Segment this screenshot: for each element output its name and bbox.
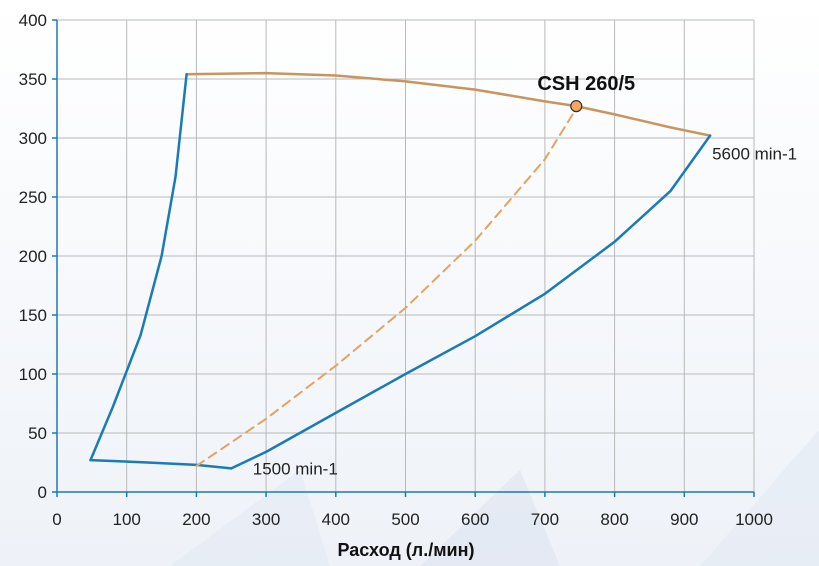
y-tick-label: 0 — [38, 483, 47, 502]
y-tick-label: 350 — [19, 70, 47, 89]
y-tick-label: 50 — [28, 424, 47, 443]
speed-annotation: 5600 min-1 — [712, 145, 797, 164]
x-axis-title: Расход (л./мин) — [338, 540, 475, 560]
y-tick-label: 300 — [19, 129, 47, 148]
series-line — [89, 458, 233, 470]
x-tick-label: 0 — [52, 510, 61, 529]
x-tick-label: 600 — [461, 510, 489, 529]
speed-annotation: 1500 min-1 — [253, 459, 338, 478]
operating-point-marker — [570, 100, 583, 113]
x-tick-label: 400 — [322, 510, 350, 529]
x-tick-label: 800 — [600, 510, 628, 529]
series-line — [230, 134, 712, 470]
watermark-swoosh — [420, 470, 560, 566]
y-tick-label: 400 — [19, 11, 47, 30]
y-tick-label: 100 — [19, 365, 47, 384]
x-tick-label: 1000 — [735, 510, 773, 529]
x-tick-label: 100 — [113, 510, 141, 529]
x-tick-label: 200 — [182, 510, 210, 529]
watermark-swoosh — [170, 470, 330, 566]
model-label: CSH 260/5 — [537, 73, 635, 95]
x-tick-label: 900 — [670, 510, 698, 529]
x-tick-label: 700 — [531, 510, 559, 529]
y-tick-label: 150 — [19, 306, 47, 325]
watermark-swoosh — [700, 430, 819, 566]
y-tick-label: 200 — [19, 247, 47, 266]
y-tick-label: 250 — [19, 188, 47, 207]
x-tick-label: 500 — [391, 510, 419, 529]
series-line — [185, 71, 712, 137]
series-line-dashed — [195, 107, 578, 467]
series-line — [89, 73, 188, 462]
x-tick-label: 300 — [252, 510, 280, 529]
